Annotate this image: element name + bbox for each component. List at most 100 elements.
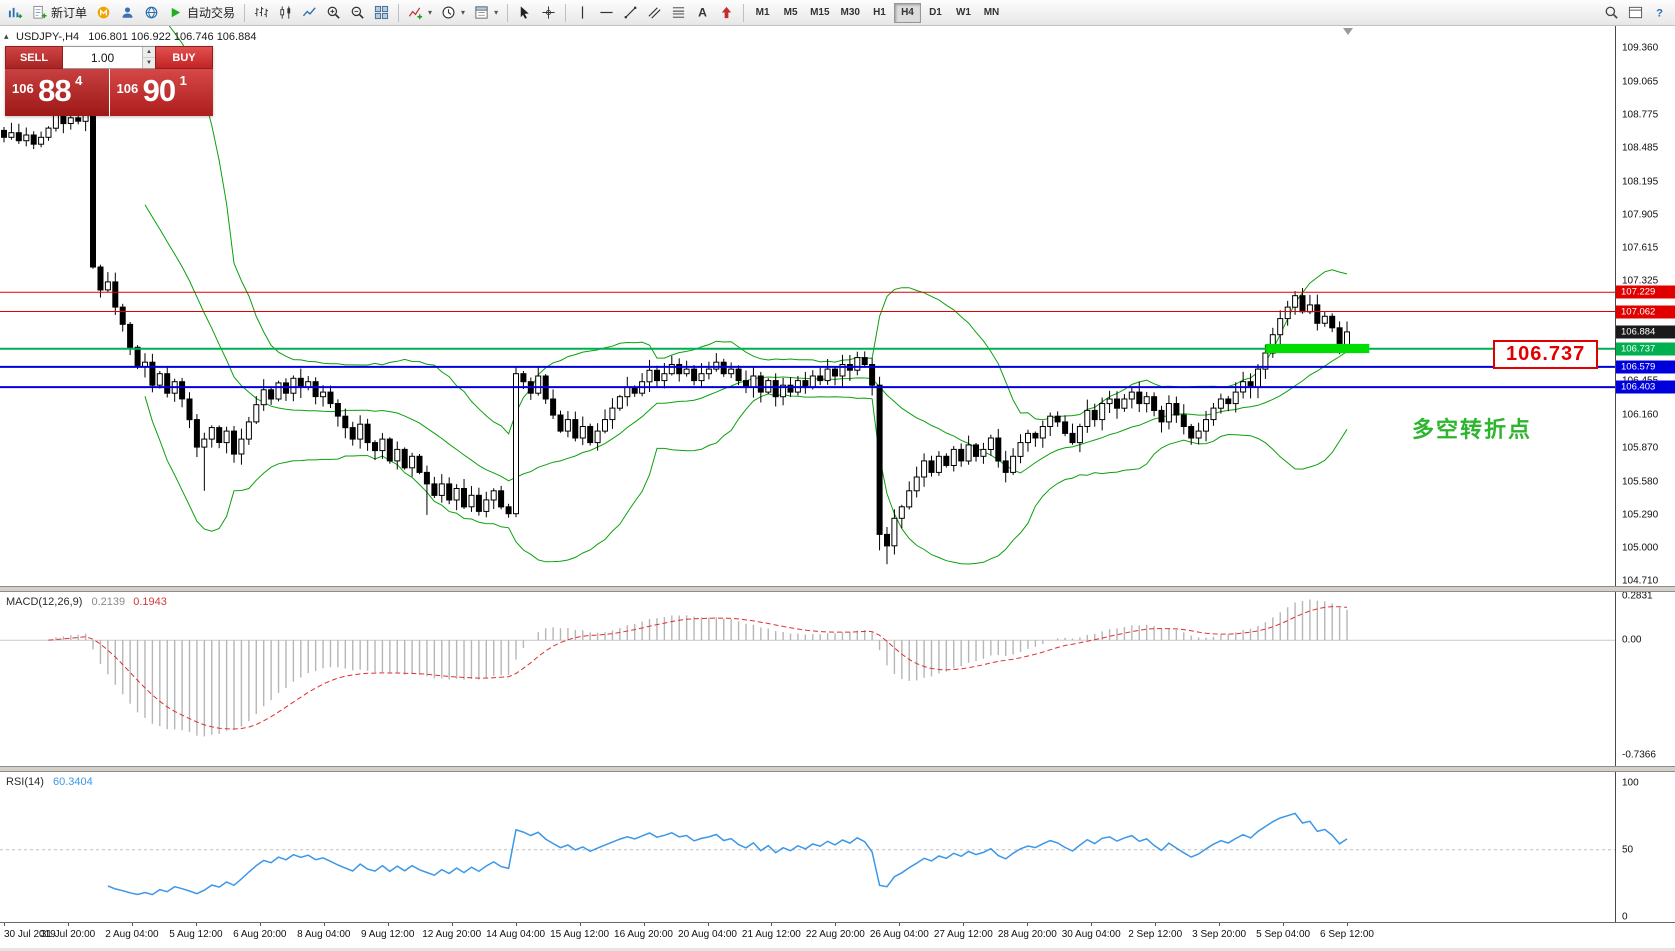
time-axis-label: 14 Aug 04:00: [486, 929, 546, 940]
timeframe-m15-button[interactable]: M15: [805, 3, 834, 23]
level-price-tag: 106.403: [1616, 380, 1675, 394]
chart-shift-marker[interactable]: [1343, 28, 1353, 35]
horizontal-line-icon: [600, 11, 613, 14]
time-axis-label: 5 Sep 04:00: [1256, 929, 1311, 940]
timeframe-d1-button[interactable]: D1: [922, 3, 949, 23]
price-axis-label: 109.360: [1622, 42, 1659, 54]
new-order-button[interactable]: 新订单: [28, 2, 91, 24]
zoom-in-button[interactable]: [322, 2, 345, 24]
rsi-axis-label: 100: [1622, 777, 1639, 789]
time-axis-tick: [259, 923, 261, 926]
timeframe-m30-button[interactable]: M30: [836, 3, 865, 23]
time-axis-tick: [387, 923, 389, 926]
volume-spinner: ▲ ▼: [141, 47, 155, 68]
ask-pip-digit: 1: [179, 73, 187, 88]
time-axis-tick: [643, 923, 645, 926]
window-icon: [1628, 6, 1643, 19]
time-axis-label: 30 Aug 04:00: [1061, 929, 1121, 940]
chart-candles-button[interactable]: [274, 2, 297, 24]
svg-text:?: ?: [1656, 8, 1663, 20]
trade-panel-collapse-icon[interactable]: ▴: [4, 31, 9, 41]
time-axis-label: 9 Aug 12:00: [360, 929, 415, 940]
tile-windows-button[interactable]: [370, 2, 393, 24]
text-tool-button[interactable]: A: [691, 2, 714, 24]
turning-point-annotation[interactable]: 多空转折点: [1412, 417, 1533, 442]
timeframe-m1-button[interactable]: M1: [749, 3, 776, 23]
svg-text:A: A: [698, 6, 707, 20]
time-axis[interactable]: 30 Jul 2019 31 Jul 20:00 2 Aug 04:00 5 Aug …: [0, 922, 1675, 948]
ask-price-panel[interactable]: 106 90 1: [109, 69, 213, 116]
fibonacci-button[interactable]: [667, 2, 690, 24]
zoom-in-icon: [327, 6, 340, 19]
time-axis-tick: [131, 923, 133, 926]
crosshair-button[interactable]: [537, 2, 560, 24]
mql5-community-button[interactable]: [92, 2, 115, 24]
profile-button[interactable]: [116, 2, 139, 24]
time-axis-tick: [1347, 923, 1348, 926]
bid-pip-digit: 4: [75, 73, 83, 88]
vertical-line-button[interactable]: [571, 2, 594, 24]
crosshair-icon: [542, 6, 555, 19]
timeframe-h1-button[interactable]: H1: [866, 3, 893, 23]
main-chart-panel[interactable]: [0, 12, 1615, 586]
help-button[interactable]: ?: [1648, 2, 1671, 24]
mql5-icon: [97, 6, 110, 19]
macd-signal-value: 0.1943: [133, 596, 167, 608]
ask-whole: 106: [116, 81, 139, 96]
zoom-out-button[interactable]: [346, 2, 369, 24]
time-axis-label: 8 Aug 04:00: [297, 929, 351, 940]
channel-button[interactable]: [643, 2, 666, 24]
timeframe-h4-button[interactable]: H4: [893, 2, 921, 23]
timeframe-toolbar: M1 M5 M15 M30 H1 H4 D1 W1 MN: [749, 2, 1005, 23]
search-icon: [1605, 6, 1618, 19]
timeframe-m5-button[interactable]: M5: [777, 3, 804, 23]
template-icon: [475, 6, 488, 19]
time-axis-label: 5 Aug 12:00: [169, 929, 223, 940]
market-services-button[interactable]: [140, 2, 163, 24]
price-scale[interactable]: 109.360 109.065 108.775 108.485 108.195 107.9…: [1615, 26, 1675, 922]
time-axis-label: 15 Aug 12:00: [550, 929, 610, 940]
chart-window-button[interactable]: [1624, 2, 1647, 24]
main-chart-canvas[interactable]: [0, 12, 1615, 586]
chart-bars-button[interactable]: [250, 2, 273, 24]
templates-button[interactable]: [470, 2, 502, 24]
macd-canvas[interactable]: [0, 592, 1615, 766]
chart-ohlc-values: 106.801 106.922 106.746 106.884: [88, 31, 257, 43]
sell-button[interactable]: SELL: [5, 46, 63, 69]
bid-price-panel[interactable]: 106 88 4: [5, 69, 109, 116]
chart-line-button[interactable]: [298, 2, 321, 24]
new-chart-button[interactable]: [4, 2, 27, 24]
panel-splitter[interactable]: [0, 586, 1675, 592]
timeframe-w1-button[interactable]: W1: [950, 3, 977, 23]
macd-panel[interactable]: [0, 592, 1615, 766]
buy-button[interactable]: BUY: [155, 46, 213, 69]
timeframe-mn-button[interactable]: MN: [978, 3, 1005, 23]
new-order-label: 新订单: [51, 6, 88, 20]
arrow-objects-button[interactable]: [715, 2, 738, 24]
autotrading-play-icon: [171, 7, 181, 18]
volume-up-button[interactable]: ▲: [142, 47, 155, 58]
level-price-tag: 106.579: [1616, 360, 1675, 374]
volume-input[interactable]: [63, 47, 142, 68]
toolbar-separator: [565, 3, 567, 22]
trendline-button[interactable]: [619, 2, 642, 24]
horizontal-line-button[interactable]: [595, 2, 618, 24]
current-price-tag: 106.884: [1616, 325, 1675, 339]
volume-down-button[interactable]: ▼: [142, 58, 155, 68]
periods-button[interactable]: [437, 2, 469, 24]
search-button[interactable]: [1600, 2, 1623, 24]
macd-header: MACD(12,26,9) 0.2139 0.1943: [6, 596, 167, 608]
indicators-button[interactable]: [404, 2, 436, 24]
panel-splitter[interactable]: [0, 766, 1675, 772]
cursor-button[interactable]: [513, 2, 536, 24]
chart-symbol-period: USDJPY-,H4: [16, 31, 80, 43]
rsi-panel[interactable]: [0, 772, 1615, 922]
time-axis-label: 28 Aug 20:00: [997, 929, 1057, 940]
rsi-canvas[interactable]: [0, 772, 1615, 922]
toolbar-separator: [244, 3, 246, 22]
time-axis-label: 16 Aug 20:00: [614, 929, 673, 940]
time-axis-label: 27 Aug 12:00: [933, 929, 993, 940]
price-annotation-box[interactable]: 106.737: [1493, 340, 1599, 369]
autotrading-button[interactable]: 自动交易: [164, 2, 239, 24]
